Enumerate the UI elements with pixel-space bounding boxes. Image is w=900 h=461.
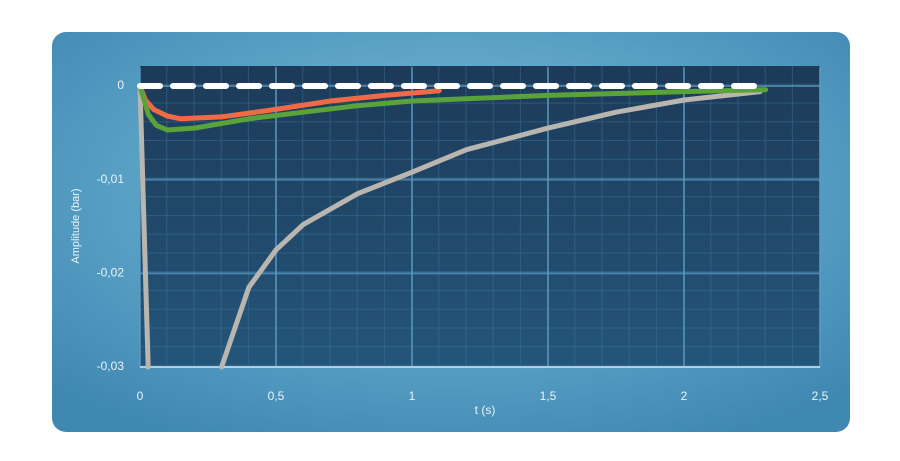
x-tick-label: 0 (137, 389, 144, 403)
x-tick-label: 0,5 (268, 389, 285, 403)
y-tick-label: -0,02 (97, 266, 125, 280)
y-axis-title: Amplitude (bar) (70, 188, 82, 263)
x-tick-label: 1 (409, 389, 416, 403)
x-tick-label: 2,5 (812, 389, 829, 403)
x-tick-label: 2 (681, 389, 688, 403)
y-tick-label: -0,01 (97, 172, 125, 186)
minor-grid (140, 66, 820, 367)
line-series (137, 83, 442, 122)
y-tick-label: 0 (117, 78, 124, 92)
line-series (137, 83, 763, 370)
line-series (137, 83, 769, 133)
labels: 0 -0,01 -0,02 -0,03 0 0,5 1 1,5 2 2,5 (97, 78, 829, 403)
x-tick-label: 1,5 (540, 389, 557, 403)
y-tick-label: -0,03 (97, 359, 125, 373)
x-axis-title: t (s) (475, 403, 496, 417)
lines (137, 83, 769, 370)
